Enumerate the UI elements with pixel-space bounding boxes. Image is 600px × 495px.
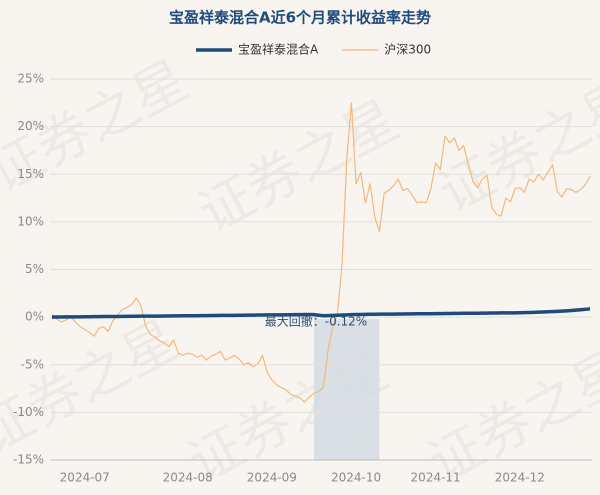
chart-title: 宝盈祥泰混合A近6个月累计收益率走势 <box>169 9 431 27</box>
x-tick-label: 2024-11 <box>411 471 461 485</box>
y-tick-label: 25% <box>17 72 44 86</box>
y-tick-label: 5% <box>25 262 44 276</box>
y-tick-label: -10% <box>13 405 44 419</box>
series-line <box>51 102 591 403</box>
y-tick-label: -15% <box>13 453 44 467</box>
x-tick-label: 2024-07 <box>60 471 110 485</box>
drawdown-band <box>313 319 380 460</box>
y-tick-label: 0% <box>25 310 44 324</box>
series-line <box>51 307 591 319</box>
x-tick-label: 2024-08 <box>163 471 213 485</box>
y-tick-label: 10% <box>17 214 44 228</box>
y-tick-label: 20% <box>17 119 44 133</box>
x-tick-label: 2024-12 <box>495 471 545 485</box>
y-tick-label: 15% <box>17 167 44 181</box>
legend-label: 宝盈祥泰混合A <box>238 42 319 57</box>
x-tick-label: 2024-09 <box>247 471 297 485</box>
y-tick-label: -5% <box>21 357 44 371</box>
legend-label: 沪深300 <box>384 43 431 57</box>
x-tick-label: 2024-10 <box>331 471 381 485</box>
drawdown-label: 最大回撤：-0.12% <box>265 314 367 329</box>
